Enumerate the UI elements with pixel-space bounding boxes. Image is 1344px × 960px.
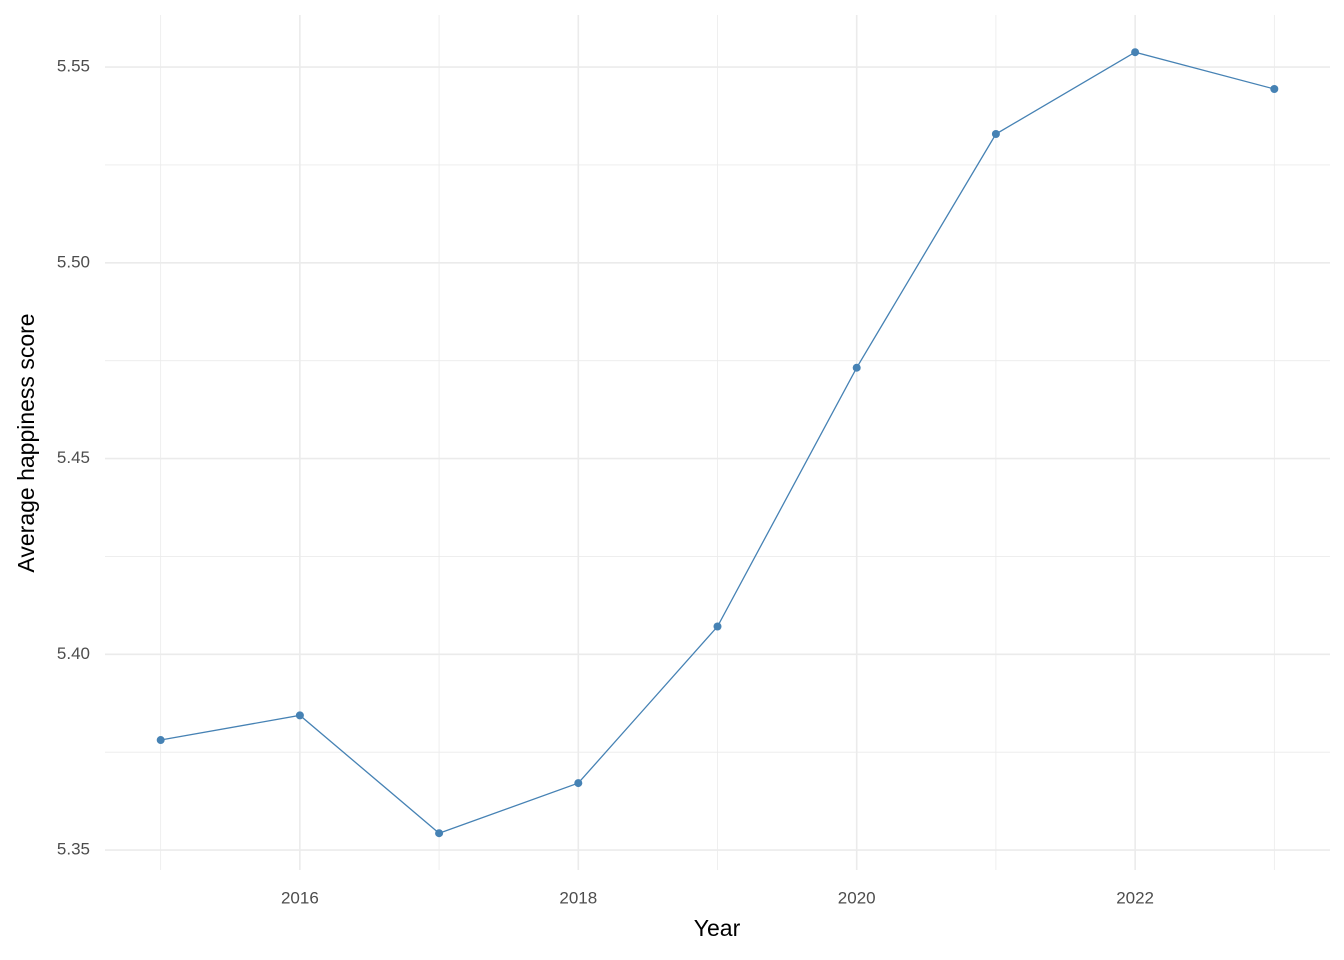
point xyxy=(991,130,1000,139)
point xyxy=(713,622,722,631)
y-tick-label: 5.50 xyxy=(57,252,90,271)
point xyxy=(1131,48,1140,57)
y-tick-label: 5.45 xyxy=(57,448,90,467)
point xyxy=(574,779,583,788)
x-tick-label: 2016 xyxy=(281,888,319,907)
y-tick-label: 5.35 xyxy=(57,840,90,859)
point xyxy=(435,829,444,838)
x-tick-label: 2022 xyxy=(1116,888,1154,907)
y-tick-label: 5.40 xyxy=(57,644,90,663)
point xyxy=(295,711,304,720)
point xyxy=(156,736,165,745)
x-axis-title: Year xyxy=(694,915,741,941)
x-tick-label: 2018 xyxy=(559,888,597,907)
x-tick-label: 2020 xyxy=(838,888,876,907)
y-tick-label: 5.55 xyxy=(57,57,90,76)
point xyxy=(1270,84,1279,93)
grid xyxy=(105,15,1330,870)
y-axis-title: Average happiness score xyxy=(13,313,39,572)
point xyxy=(852,363,861,372)
